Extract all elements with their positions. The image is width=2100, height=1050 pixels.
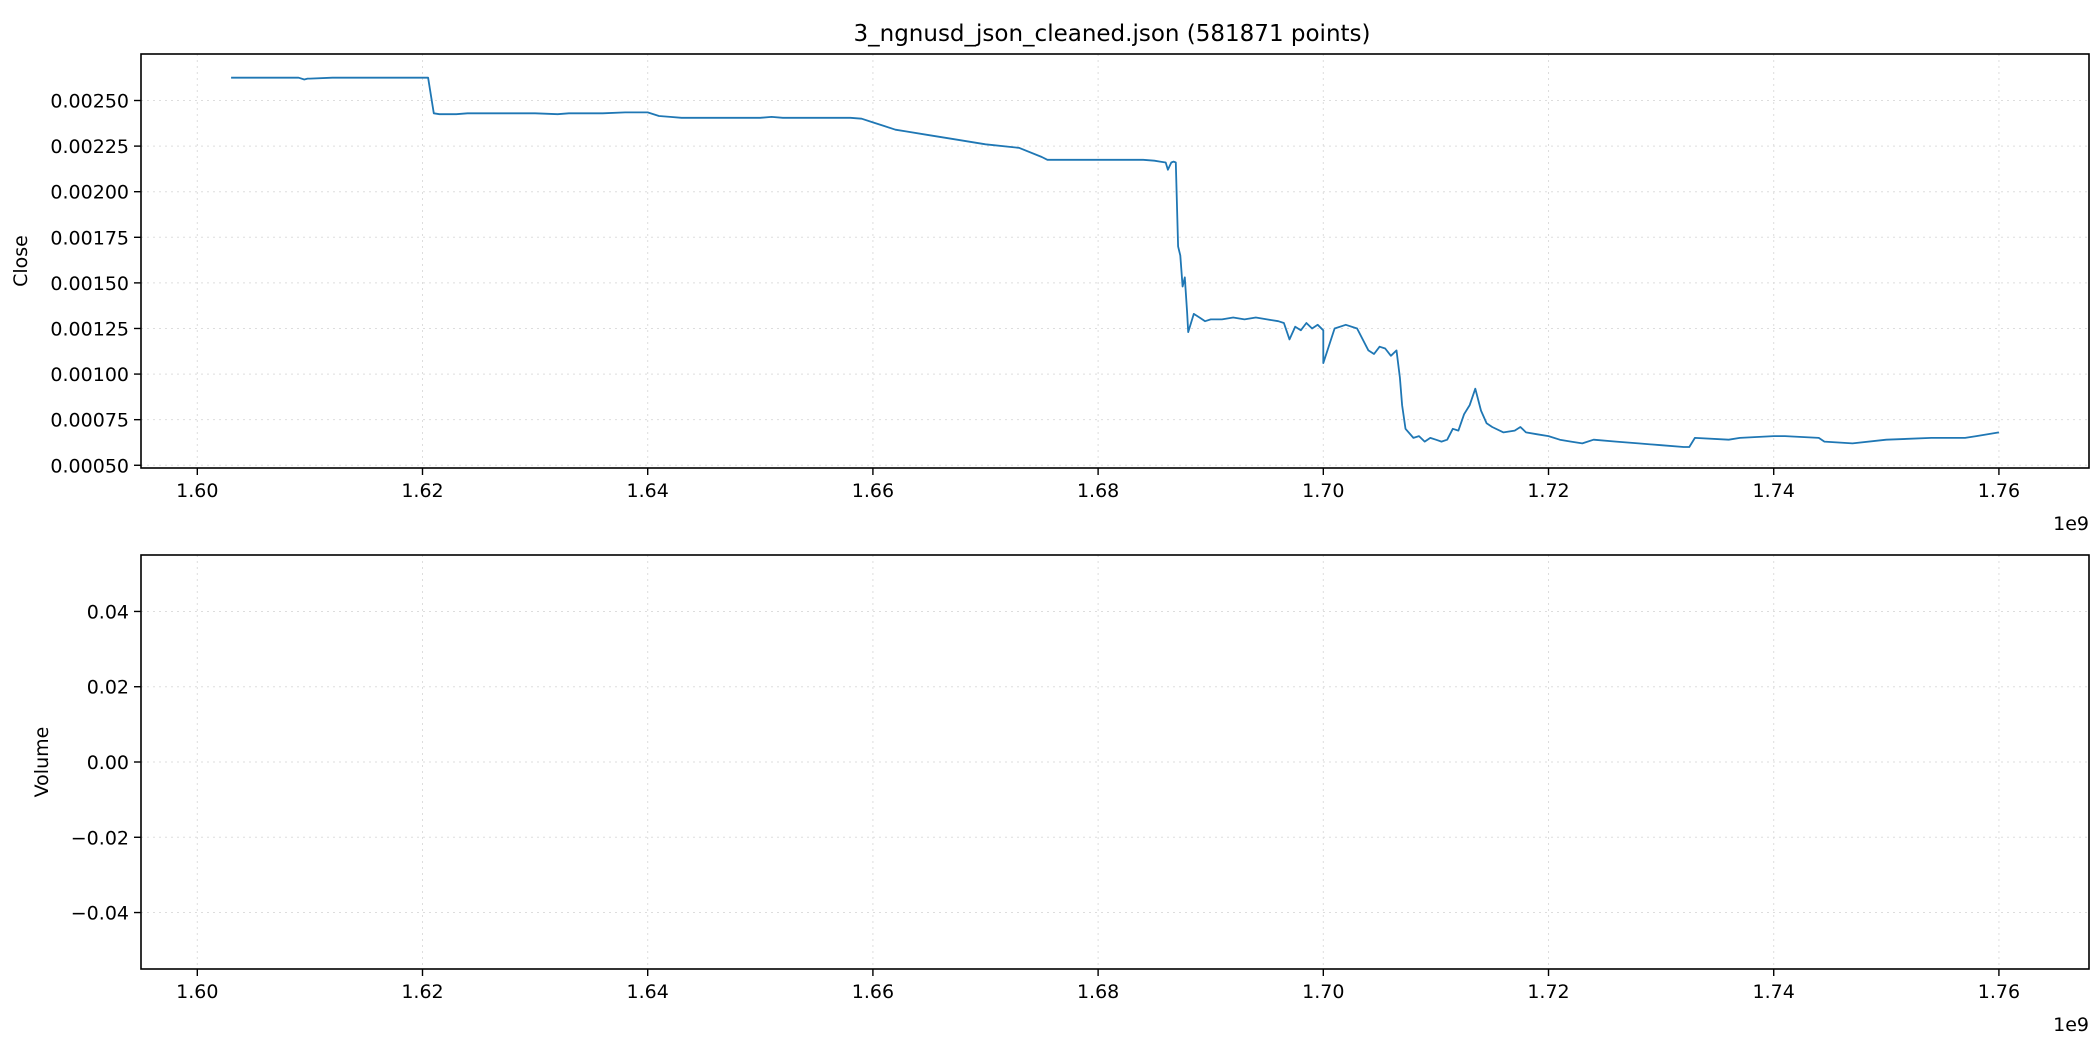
y-axis-label: Close [10, 235, 32, 287]
x-tick-label: 1.64 [627, 480, 669, 502]
x-tick-label: 1.64 [627, 981, 669, 1003]
volume-axes: 1.60 1.62 1.64 1.66 1.68 1.70 1.72 1.74 1.76 −0.0… [31, 554, 2090, 1036]
y-tick-label: −0.02 [71, 827, 129, 849]
x-tick-label: 1.66 [852, 480, 894, 502]
y-tick-label: 0.02 [87, 677, 129, 699]
x-tick-label: 1.74 [1753, 981, 1795, 1003]
x-tick-label: 1.68 [1077, 981, 1119, 1003]
y-axis-label: Volume [31, 727, 53, 798]
x-tick-label: 1.72 [1527, 981, 1569, 1003]
y-tick-label: −0.04 [71, 903, 129, 925]
y-tick-label: 0.00150 [50, 273, 129, 295]
y-tick-label: 0.00075 [50, 410, 129, 432]
x-tick-label: 1.66 [852, 981, 894, 1003]
y-tick-label: 0.00250 [50, 91, 129, 113]
y-tick-label: 0.00 [87, 752, 129, 774]
chart-title: 3_ngnusd_json_cleaned.json (581871 point… [853, 21, 1370, 47]
x-tick-label: 1.70 [1302, 480, 1344, 502]
axes-frame [140, 53, 2090, 469]
y-tick-label: 0.00050 [50, 455, 129, 477]
x-tick-label: 1.76 [1978, 480, 2020, 502]
x-tick-label: 1.70 [1302, 981, 1344, 1003]
y-tick-label: 0.00125 [50, 318, 129, 340]
x-tick-label: 1.60 [176, 480, 218, 502]
x-tick-label: 1.60 [176, 981, 218, 1003]
x-tick-label: 1.62 [401, 981, 443, 1003]
y-tick-label: 0.00100 [50, 364, 129, 386]
x-tick-label: 1.62 [401, 480, 443, 502]
close-series-line [231, 76, 2000, 448]
x-tick-label: 1.74 [1753, 480, 1795, 502]
y-tick-label: 0.04 [87, 601, 129, 623]
x-tick-label: 1.72 [1527, 480, 1569, 502]
y-tick-label: 0.00200 [50, 182, 129, 204]
x-tick-label: 1.76 [1978, 981, 2020, 1003]
y-tick-label: 0.00225 [50, 136, 129, 158]
close-price-axes: 1.60 1.62 1.64 1.66 1.68 1.70 1.72 1.74 1.76 0.00… [10, 53, 2090, 535]
x-offset-label: 1e9 [2053, 1014, 2089, 1036]
y-tick-label: 0.00175 [50, 227, 129, 249]
x-tick-label: 1.68 [1077, 480, 1119, 502]
x-offset-label: 1e9 [2053, 513, 2089, 535]
